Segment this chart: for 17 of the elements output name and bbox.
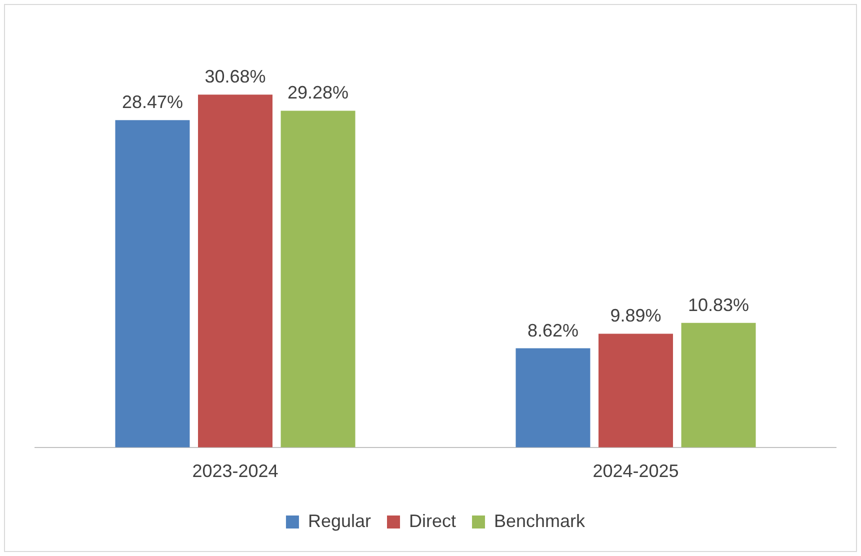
x-tick-label: 2023-2024 (192, 461, 278, 482)
data-label: 8.62% (527, 320, 579, 340)
legend-label: Benchmark (494, 510, 586, 531)
bar (681, 322, 756, 448)
bar (198, 94, 272, 448)
data-label: 28.47% (122, 92, 184, 112)
data-label: 30.68% (204, 66, 266, 87)
data-label: 29.28% (287, 82, 349, 103)
bar (115, 120, 190, 448)
bar (598, 334, 673, 448)
bar (280, 110, 356, 448)
bar (516, 348, 590, 448)
data-label: 10.83% (688, 294, 750, 315)
legend-label: Regular (308, 510, 372, 531)
data-label: 9.89% (610, 306, 662, 326)
x-tick-label: 2024-2025 (592, 461, 679, 482)
legend-label: Direct (408, 510, 456, 531)
